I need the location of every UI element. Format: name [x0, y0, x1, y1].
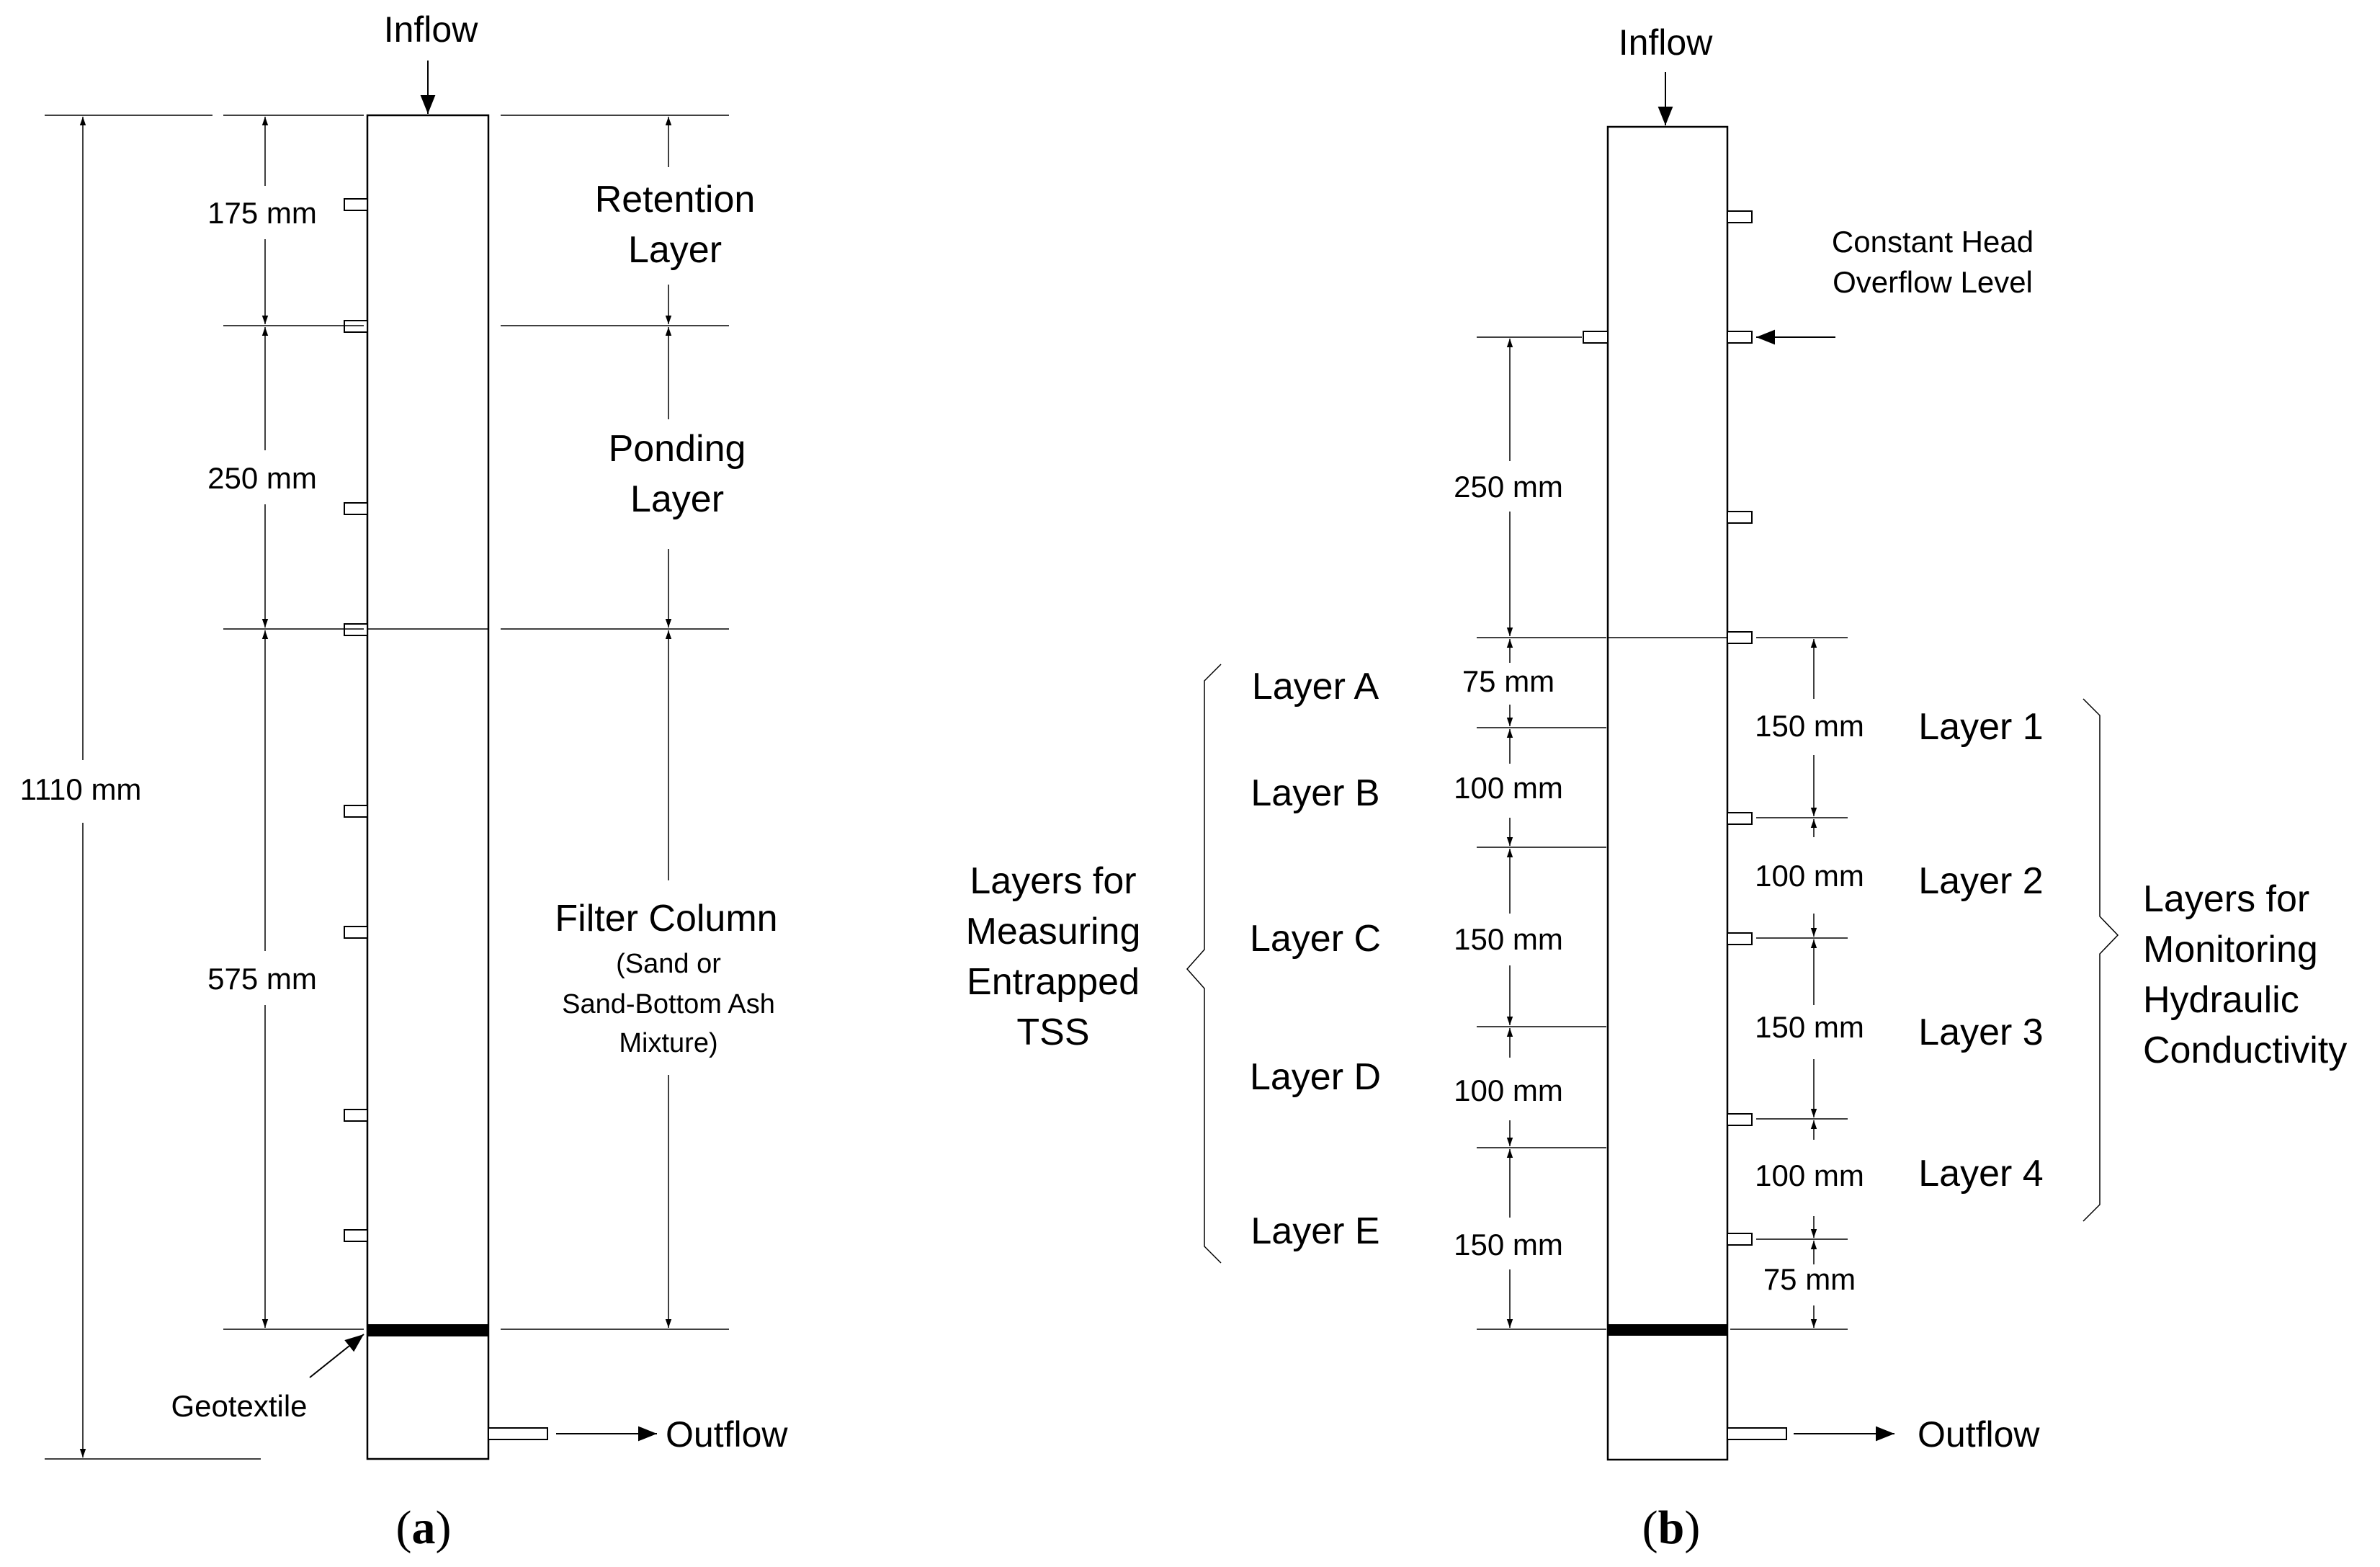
total-dim-a: 1110 mm — [20, 772, 142, 806]
geotextile-a — [367, 1324, 488, 1336]
extension-lines-a — [45, 115, 729, 1460]
layer-4-label: Layer 4 — [1918, 1153, 2043, 1195]
left-layer-names: Layer A Layer B Layer C Layer D Layer E — [1250, 666, 1381, 1252]
svg-text:Conductivity: Conductivity — [2143, 1030, 2347, 1071]
dim-ponding-b: 250 mm — [1454, 470, 1563, 504]
dim-layer-a: 75 mm — [1462, 664, 1554, 698]
svg-text:Layers for: Layers for — [970, 860, 1136, 902]
dim-layer-2: 100 mm — [1755, 859, 1864, 893]
ports-a — [344, 198, 548, 1440]
dim-layer-e: 150 mm — [1454, 1228, 1563, 1262]
filter-sub1-a: (Sand or — [616, 949, 721, 979]
left-brace — [1186, 664, 1222, 1264]
column-b — [1606, 125, 1729, 1461]
geotextile-b — [1608, 1324, 1727, 1336]
outflow-label-b: Outflow — [1918, 1414, 2040, 1455]
right-layer-names: Layer 1 Layer 2 Layer 3 Layer 4 — [1918, 706, 2043, 1195]
layer-c-label: Layer C — [1250, 918, 1381, 960]
layer-e-label: Layer E — [1251, 1210, 1379, 1252]
layer-b-label: Layer B — [1251, 772, 1379, 814]
svg-text:TSS: TSS — [1016, 1012, 1089, 1053]
outflow-label-a: Outflow — [666, 1414, 788, 1455]
svg-text:Monitoring: Monitoring — [2143, 929, 2318, 970]
layer-a-label: Layer A — [1252, 666, 1379, 707]
layer-1-label: Layer 1 — [1918, 706, 2043, 748]
right-layer-dims: 150 mm 100 mm 150 mm 100 mm 75 mm — [1755, 639, 1864, 1328]
dim-layer-3: 150 mm — [1755, 1010, 1864, 1044]
panel-b: Inflow Outflow Constant Head Overflow Le… — [966, 22, 2348, 1554]
inflow-label-a: Inflow — [384, 9, 479, 50]
dim-bottom-b: 75 mm — [1763, 1262, 1856, 1296]
layer-3-label: Layer 3 — [1918, 1012, 2043, 1053]
column-a — [366, 114, 490, 1460]
svg-text:Measuring: Measuring — [966, 911, 1141, 952]
dim-layer-c: 150 mm — [1454, 922, 1563, 956]
dim-layer-4: 100 mm — [1755, 1158, 1864, 1192]
layer-2-label: Layer 2 — [1918, 860, 2043, 902]
geotextile-label-a: Geotextile — [171, 1389, 307, 1423]
extension-lines-b-right — [1730, 637, 1848, 1330]
left-layer-dims: 75 mm 100 mm 150 mm 100 mm 150 mm — [1454, 639, 1563, 1328]
dim-layer-b: 100 mm — [1454, 771, 1563, 805]
ponding-label-2: Layer — [630, 478, 724, 520]
layer-d-label: Layer D — [1250, 1056, 1381, 1098]
dim-retention-a: 175 mm — [207, 196, 317, 230]
dim-layer-d: 100 mm — [1454, 1073, 1563, 1107]
filter-sub3-a: Mixture) — [619, 1028, 717, 1058]
svg-text:Entrapped: Entrapped — [967, 961, 1140, 1003]
panel-a: Inflow Outflow 1110 mm 175 mm 250 mm — [20, 9, 789, 1554]
constant-head-2: Overflow Level — [1833, 265, 2033, 299]
hydraulic-label: Layers for Monitoring Hydraulic Conducti… — [2143, 878, 2347, 1071]
ponding-label-1: Ponding — [609, 428, 746, 470]
extension-lines-b-left — [1477, 336, 1606, 1330]
tss-label: Layers for Measuring Entrapped TSS — [966, 860, 1141, 1053]
filter-title-a: Filter Column — [555, 898, 777, 939]
dim-ponding-a: 250 mm — [207, 461, 317, 495]
svg-text:Hydraulic: Hydraulic — [2143, 979, 2299, 1021]
dim-layer-1: 150 mm — [1755, 709, 1864, 743]
ports-b — [1583, 210, 1787, 1440]
right-brace — [2082, 698, 2119, 1222]
caption-a: (a) — [396, 1501, 452, 1554]
svg-text:Layers for: Layers for — [2143, 878, 2309, 920]
retention-label-2: Layer — [628, 229, 722, 271]
filter-sub2-a: Sand-Bottom Ash — [562, 989, 775, 1019]
retention-label-1: Retention — [595, 179, 756, 220]
inflow-label-b: Inflow — [1619, 22, 1714, 63]
caption-b: (b) — [1642, 1501, 1701, 1554]
constant-head-1: Constant Head — [1832, 225, 2034, 259]
dim-filter-a: 575 mm — [207, 962, 317, 996]
